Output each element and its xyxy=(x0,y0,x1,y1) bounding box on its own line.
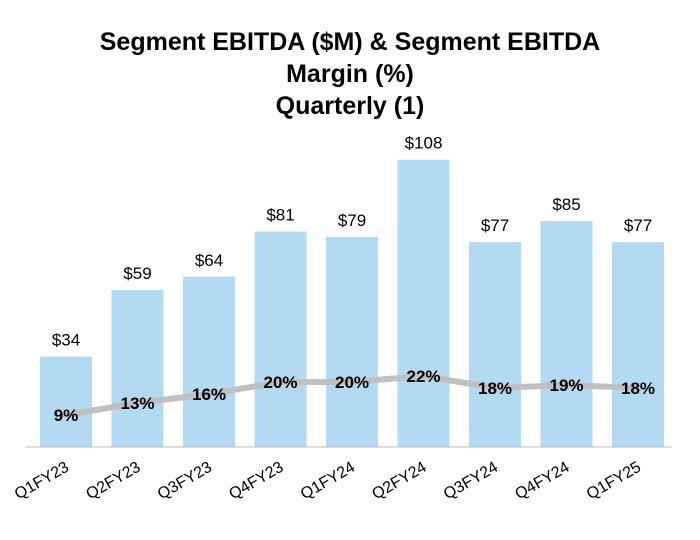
chart-title-line-2: Margin (%) xyxy=(286,60,414,88)
margin-value-label: 16% xyxy=(192,385,226,404)
bar-value-label: $34 xyxy=(52,331,80,350)
bar xyxy=(469,242,521,447)
chart-title-line-1: Segment EBITDA ($M) & Segment EBITDA xyxy=(99,28,601,56)
x-tick-label: Q1FY25 xyxy=(584,459,644,504)
margin-value-label: 19% xyxy=(549,376,583,395)
x-tick-label: Q3FY23 xyxy=(155,459,215,504)
x-tick-label: Q1FY23 xyxy=(12,459,72,504)
margin-value-label: 22% xyxy=(406,367,440,386)
bar xyxy=(183,276,235,447)
margin-value-label: 20% xyxy=(263,373,297,392)
margin-value-label: 9% xyxy=(54,406,79,425)
x-tick-label: Q4FY24 xyxy=(512,459,572,504)
margin-value-labels: 9% 13% 16% 20% 20% 22% 18% 19% 18% xyxy=(54,367,655,425)
x-tick-label: Q4FY23 xyxy=(226,459,286,504)
x-tick-label: Q3FY24 xyxy=(441,459,501,504)
bar-value-label: $85 xyxy=(552,195,580,214)
bar-value-label: $81 xyxy=(266,206,294,225)
margin-value-label: 18% xyxy=(621,379,655,398)
bar xyxy=(111,290,164,447)
bar-value-label: $59 xyxy=(123,264,151,283)
x-tick-label: Q2FY23 xyxy=(83,459,143,504)
bar-series xyxy=(40,159,664,447)
bar-value-label: $79 xyxy=(338,211,366,230)
margin-value-label: 20% xyxy=(335,373,369,392)
x-axis-tick-labels: Q1FY23 Q2FY23 Q3FY23 Q4FY23 Q1FY24 Q2FY24 Q3FY… xyxy=(12,459,644,504)
margin-value-label: 13% xyxy=(120,394,154,413)
margin-value-label: 18% xyxy=(478,379,512,398)
bar-value-labels: $34 $59 $64 $81 $79 $108 $77 $85 $77 xyxy=(52,134,652,350)
chart-title: Segment EBITDA ($M) & Segment EBITDA Mar… xyxy=(0,26,700,122)
x-tick-label: Q1FY24 xyxy=(298,459,358,504)
bar xyxy=(397,159,450,447)
x-tick-label: Q2FY24 xyxy=(369,459,429,504)
bar-value-label: $108 xyxy=(405,134,443,153)
bar xyxy=(612,242,664,447)
chart-title-line-3: Quarterly (1) xyxy=(275,92,425,120)
bar xyxy=(254,231,307,447)
bar xyxy=(326,236,378,447)
margin-line xyxy=(63,373,641,418)
bar xyxy=(540,220,593,447)
bar-value-label: $77 xyxy=(624,216,652,235)
bar xyxy=(40,356,92,447)
bar-value-label: $64 xyxy=(195,251,223,270)
bar-value-label: $77 xyxy=(481,216,509,235)
